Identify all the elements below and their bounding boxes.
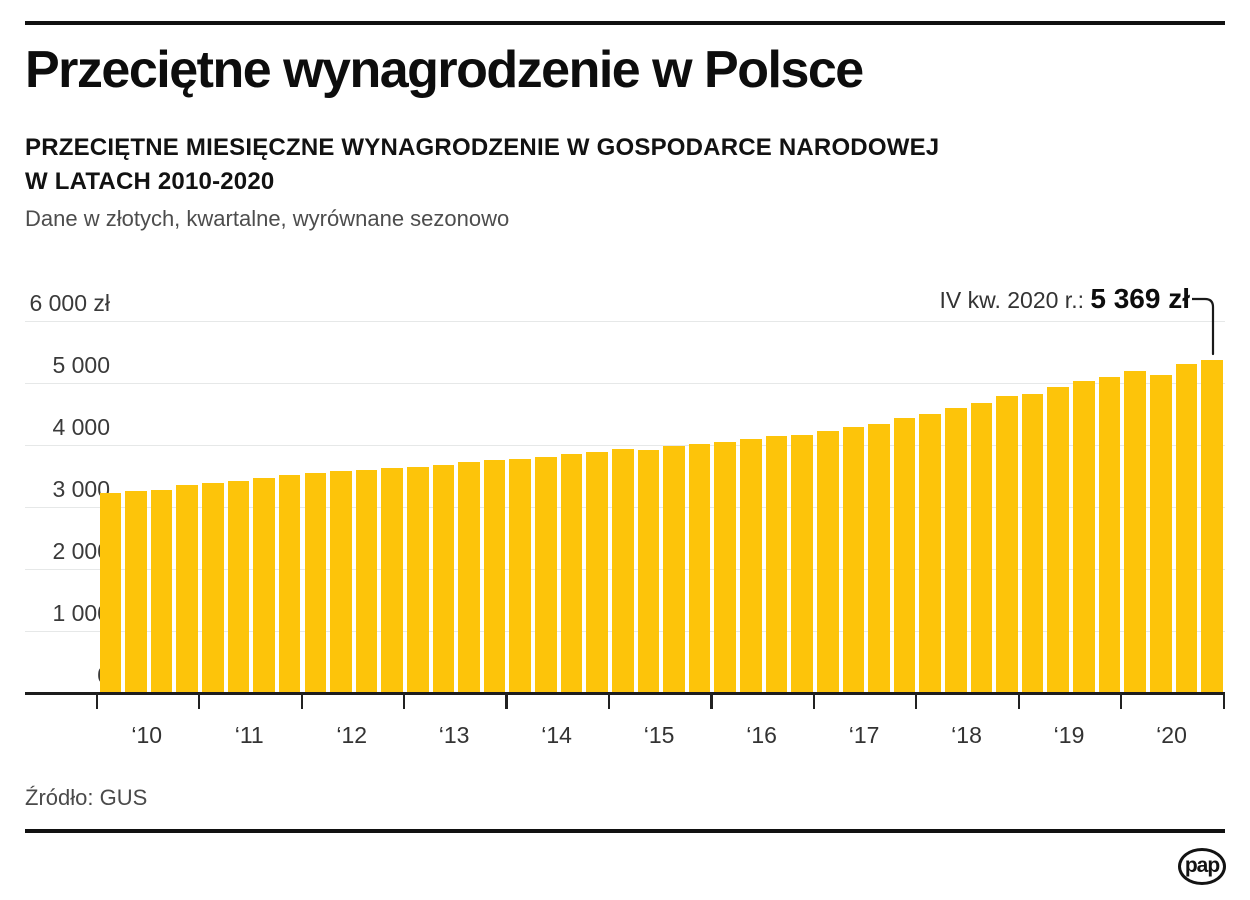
bar <box>1098 376 1121 693</box>
bar <box>663 446 685 693</box>
bar <box>330 471 352 693</box>
bar <box>560 454 583 693</box>
bar <box>381 468 403 694</box>
source-credit: Źródło: GUS <box>25 785 148 810</box>
annotation-value: 5 369 zł <box>1090 283 1190 314</box>
x-axis-year-label: ‘20 <box>1156 722 1187 748</box>
x-axis-year-label: ‘17 <box>848 722 880 748</box>
x-axis-tick <box>710 693 713 709</box>
gridline <box>25 321 1225 322</box>
bar <box>1073 380 1095 693</box>
bar <box>202 483 224 693</box>
pap-logo-text: pap <box>1184 854 1220 877</box>
x-axis-year-label: ‘16 <box>746 722 777 748</box>
page-title: Przeciętne wynagrodzenie w Polsce <box>25 41 864 99</box>
y-axis-tick-label: 4 000 <box>52 414 110 440</box>
bar <box>1149 375 1172 694</box>
bar <box>253 477 275 693</box>
x-axis-year-label: ‘14 <box>541 722 572 748</box>
chart-description: Dane w złotych, kwartalne, wyrównane sez… <box>25 206 510 231</box>
bar <box>970 402 993 693</box>
bar <box>996 396 1018 693</box>
bar <box>509 458 532 693</box>
bar <box>458 462 480 693</box>
x-axis-tick <box>198 693 201 709</box>
x-axis-tick <box>505 693 508 709</box>
x-axis-line <box>25 692 1225 695</box>
bar <box>176 485 199 693</box>
gridline <box>25 445 1225 446</box>
bar <box>1124 370 1146 693</box>
bar <box>1175 363 1198 693</box>
bar <box>227 481 250 693</box>
bar <box>868 423 890 693</box>
bar <box>406 467 429 693</box>
bar <box>919 414 941 693</box>
annotation-connector-line <box>1192 297 1215 356</box>
bar <box>816 431 839 693</box>
x-axis-tick <box>300 693 303 709</box>
x-axis-tick <box>402 693 406 709</box>
bar <box>355 470 378 693</box>
x-axis-tick <box>1222 693 1225 709</box>
bar <box>637 450 660 693</box>
bar <box>432 464 455 693</box>
x-axis-year-label: ‘15 <box>643 722 675 748</box>
bar <box>150 490 173 693</box>
bar <box>535 456 557 693</box>
bar <box>893 418 916 693</box>
x-axis-tick <box>915 693 918 709</box>
subtitle-line-1: PRZECIĘTNE MIESIĘCZNE WYNAGRODZENIE W GO… <box>25 134 940 161</box>
bar <box>765 436 788 693</box>
x-axis-year-label: ‘12 <box>336 722 368 748</box>
bar <box>1047 387 1070 693</box>
bar <box>586 452 608 693</box>
x-axis-tick <box>1017 693 1020 709</box>
annotation-label: IV kw. 2020 r.: <box>939 287 1091 313</box>
gridline <box>25 383 1225 384</box>
pap-logo: pap <box>1178 848 1226 885</box>
bar <box>278 475 301 693</box>
chart-subtitle: PRZECIĘTNE MIESIĘCZNE WYNAGRODZENIE W GO… <box>25 131 939 199</box>
bar <box>125 491 147 693</box>
bar <box>842 427 865 693</box>
x-axis-tick <box>95 693 98 709</box>
x-axis-year-label: ‘11 <box>234 722 264 748</box>
bar <box>483 460 506 693</box>
x-axis-tick <box>607 693 611 709</box>
x-axis-tick <box>1120 693 1123 709</box>
x-axis-year-label: ‘10 <box>131 722 163 748</box>
bar <box>791 435 813 693</box>
bar <box>1201 360 1223 693</box>
y-axis-tick-label: 5 000 <box>52 352 110 378</box>
x-axis-year-label: ‘13 <box>438 722 470 748</box>
y-axis-tick-label: 6 000 zł <box>29 290 110 316</box>
x-axis-year-label: ‘19 <box>1053 722 1085 748</box>
bar <box>1021 394 1044 693</box>
bar <box>714 441 737 693</box>
bar <box>945 407 967 693</box>
subtitle-line-2: W LATACH 2010-2020 <box>25 168 275 195</box>
bar <box>740 439 762 693</box>
bar <box>304 472 327 693</box>
annotation: IV kw. 2020 r.: 5 369 zł <box>940 283 1191 315</box>
bar <box>99 493 122 693</box>
bar <box>688 444 711 693</box>
bottom-rule <box>25 829 1225 833</box>
bar <box>611 449 634 693</box>
x-axis-tick <box>812 693 816 709</box>
top-rule <box>25 21 1225 25</box>
x-axis-year-label: ‘18 <box>951 722 982 748</box>
